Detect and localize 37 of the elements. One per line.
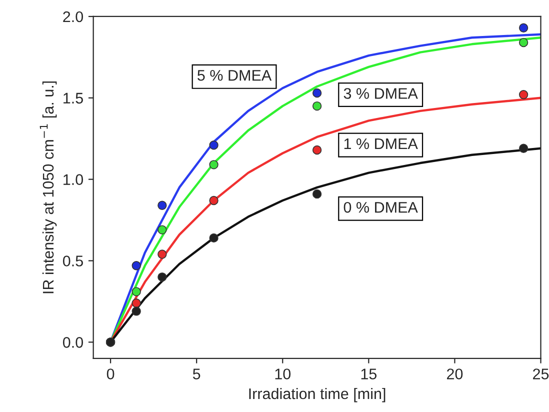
x-tick-label: 25 xyxy=(533,368,549,380)
annotation: 1 % DMEA xyxy=(344,138,418,150)
annotation: 3 % DMEA xyxy=(344,88,418,99)
point xyxy=(209,233,218,243)
point xyxy=(132,298,141,308)
y-tick-label: 2.0 xyxy=(63,11,84,22)
y-tick-label: 0.5 xyxy=(62,256,83,266)
annotation: 0 % DMEA xyxy=(344,202,418,213)
x-tick-label: 5 xyxy=(192,368,200,380)
point xyxy=(158,250,167,259)
point xyxy=(158,272,167,282)
point xyxy=(209,160,218,170)
x-tick-label: 10 xyxy=(275,368,291,380)
point xyxy=(132,261,141,270)
y-tick-label: 1.5 xyxy=(64,92,83,104)
point xyxy=(209,196,218,206)
point xyxy=(158,225,167,234)
point xyxy=(518,144,528,153)
point xyxy=(209,140,218,150)
annotation: 5 % DMEA xyxy=(198,70,272,81)
x-tick-label: 20 xyxy=(446,368,463,380)
y-axis-title: IR intensity at 1050 cm$^{−1}$ [a. u.] xyxy=(40,81,57,294)
point xyxy=(518,90,528,100)
point xyxy=(158,200,167,210)
y-tick-label: 1.0 xyxy=(64,174,84,186)
x-tick-label: 0 xyxy=(106,368,114,380)
point xyxy=(312,145,322,155)
point xyxy=(518,23,528,32)
point xyxy=(312,88,322,98)
x-axis-title: Irradiation time [min] xyxy=(249,388,386,402)
y-tick-label: 0.0 xyxy=(62,337,84,348)
point xyxy=(518,38,528,48)
point xyxy=(312,101,322,111)
x-tick-label: 15 xyxy=(361,368,377,380)
point xyxy=(132,287,141,296)
point xyxy=(132,306,141,316)
point xyxy=(312,189,322,199)
